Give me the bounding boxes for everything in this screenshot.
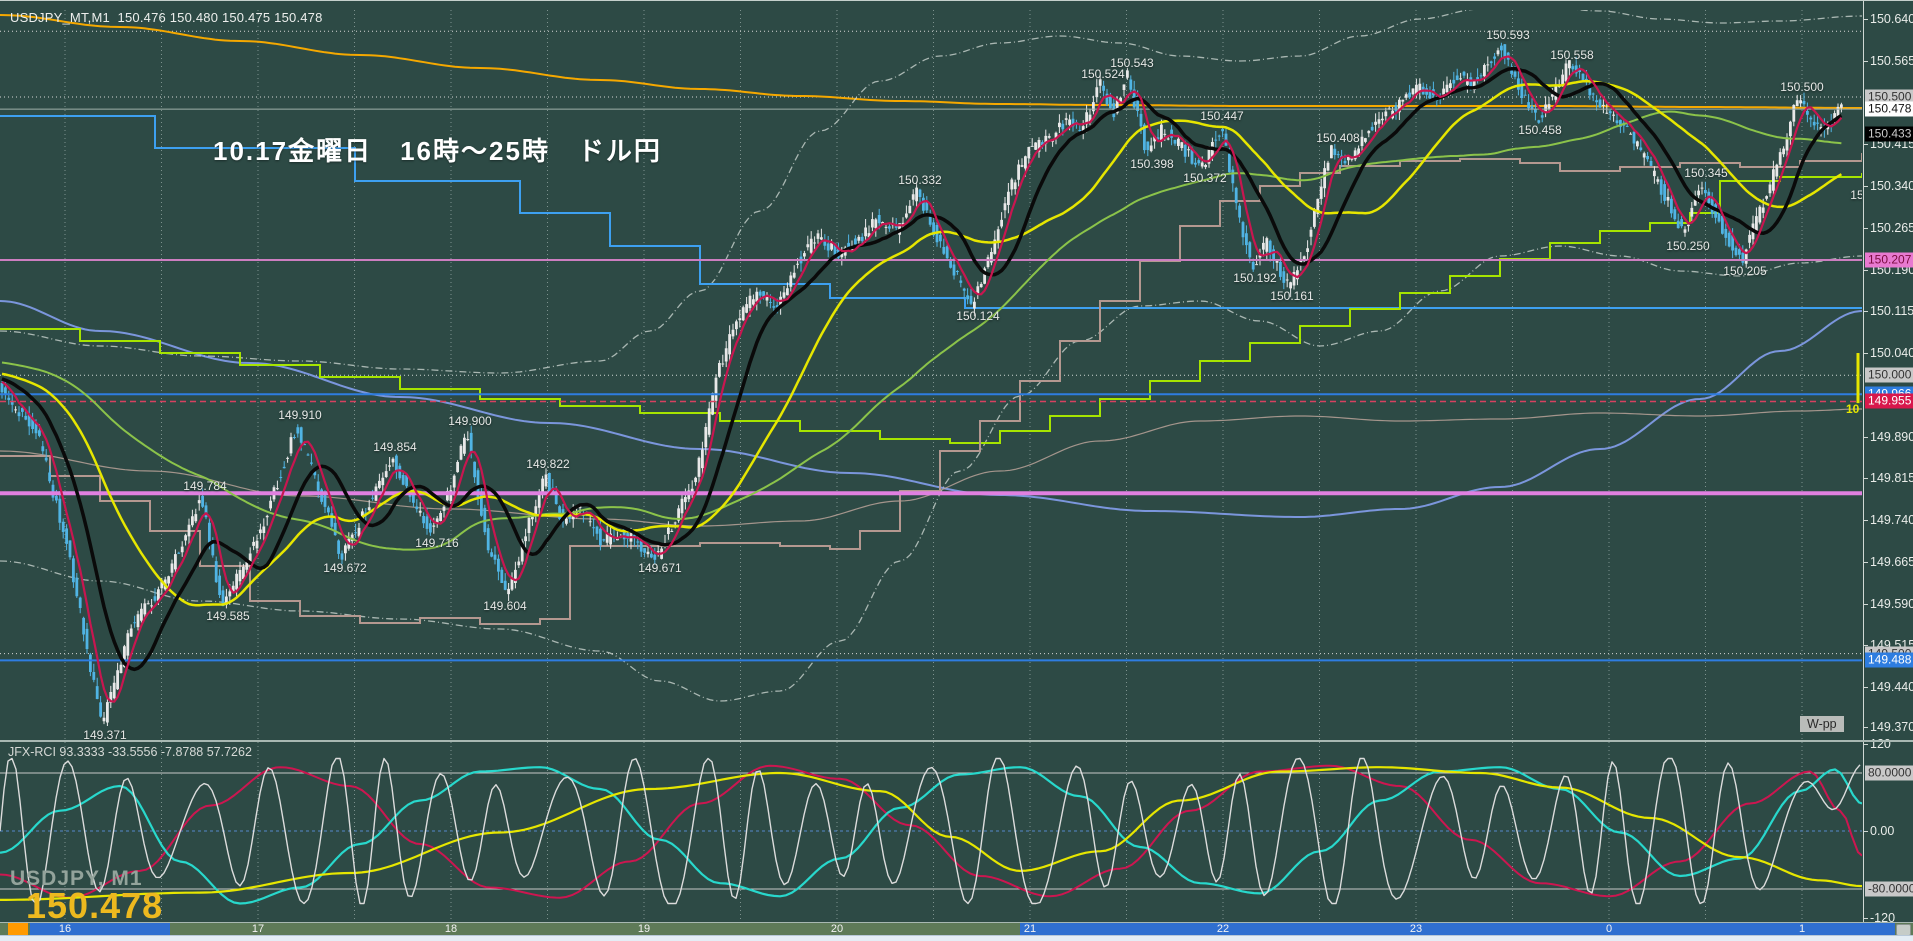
price-tick: 150.340 [1870, 179, 1913, 193]
tick-mark [1864, 744, 1868, 745]
price-badge: 150.433 [1865, 126, 1913, 142]
price-badge: 150.500 [1865, 89, 1913, 105]
pip-scale-marker-label: 10 [1846, 402, 1860, 416]
tick-mark [1864, 19, 1868, 20]
time-tick: 20 [830, 923, 844, 935]
time-axis[interactable]: 16 17 18 19 20 21 22 23 0 1 [0, 923, 1913, 936]
tick-mark [1864, 270, 1868, 271]
price-badge: 149.955 [1865, 393, 1913, 409]
rci-tick: 0.00 [1870, 824, 1895, 838]
tick-mark [1864, 144, 1868, 145]
current-price-watermark: 150.478 [26, 885, 164, 926]
rci-badge: 80.0000 [1865, 765, 1913, 781]
time-tick: 18 [444, 923, 458, 935]
price-tick: 149.665 [1870, 555, 1913, 569]
time-tick: 17 [251, 923, 265, 935]
rci-indicator-label: JFX-RCI 93.3333 -33.5556 -7.8788 57.7262 [8, 745, 252, 759]
time-tick: 0 [1605, 923, 1613, 935]
axis-separator [0, 922, 1913, 923]
price-tick: 149.590 [1870, 597, 1913, 611]
tick-mark [1864, 437, 1868, 438]
tick-mark [1864, 727, 1868, 728]
time-tick: 1 [1798, 923, 1806, 935]
session-highlight-segment [30, 923, 170, 935]
price-tick: 149.440 [1870, 680, 1913, 694]
tick-mark [1864, 604, 1868, 605]
tick-mark [1864, 562, 1868, 563]
price-badge: 150.478 [1865, 101, 1913, 117]
tick-mark [1864, 645, 1868, 646]
window-bottom-strip [0, 935, 1913, 941]
session-highlight-segment [8, 923, 28, 935]
price-tick: 150.565 [1870, 54, 1913, 68]
tick-mark [1864, 311, 1868, 312]
tick-mark [1864, 186, 1868, 187]
panel-separator[interactable] [0, 740, 1913, 742]
time-tick: 22 [1216, 923, 1230, 935]
price-tick: 150.265 [1870, 221, 1913, 235]
tick-mark [1864, 353, 1868, 354]
time-tick: 19 [637, 923, 651, 935]
price-axis[interactable]: 150.640 150.565 150.415 150.340 150.265 150.1… [1863, 1, 1913, 925]
price-badge: 150.207 [1865, 252, 1913, 268]
tick-mark [1864, 831, 1868, 832]
symbol-watermark: USDJPY, M1 [10, 867, 143, 890]
price-tick: 149.370 [1870, 720, 1913, 734]
chart-title: USDJPY_MT,M1 150.476 150.480 150.475 150… [10, 10, 323, 25]
tick-mark [1864, 478, 1868, 479]
price-tick: 149.740 [1870, 513, 1913, 527]
tick-mark [1864, 918, 1868, 919]
session-highlight-segment [1020, 923, 1895, 935]
price-badge: 150.000 [1865, 367, 1913, 383]
price-tick: 150.640 [1870, 12, 1913, 26]
time-tick: 23 [1409, 923, 1423, 935]
weekly-pivot-badge: W-pp [1800, 716, 1844, 732]
price-tick: 149.890 [1870, 430, 1913, 444]
tick-mark [1864, 228, 1868, 229]
price-badge: 149.488 [1865, 652, 1913, 668]
tick-mark [1864, 687, 1868, 688]
rci-badge: -80.0000 [1865, 881, 1913, 897]
price-tick: 149.815 [1870, 471, 1913, 485]
price-tick: 150.040 [1870, 346, 1913, 360]
session-annotation: 10.17金曜日 16時～25時 ドル円 [213, 136, 662, 166]
rci-tick: -120 [1870, 911, 1896, 925]
time-tick: 16 [58, 923, 72, 935]
time-tick: 21 [1023, 923, 1037, 935]
tick-mark [1864, 61, 1868, 62]
tick-mark [1864, 520, 1868, 521]
price-tick: 150.115 [1870, 304, 1913, 318]
